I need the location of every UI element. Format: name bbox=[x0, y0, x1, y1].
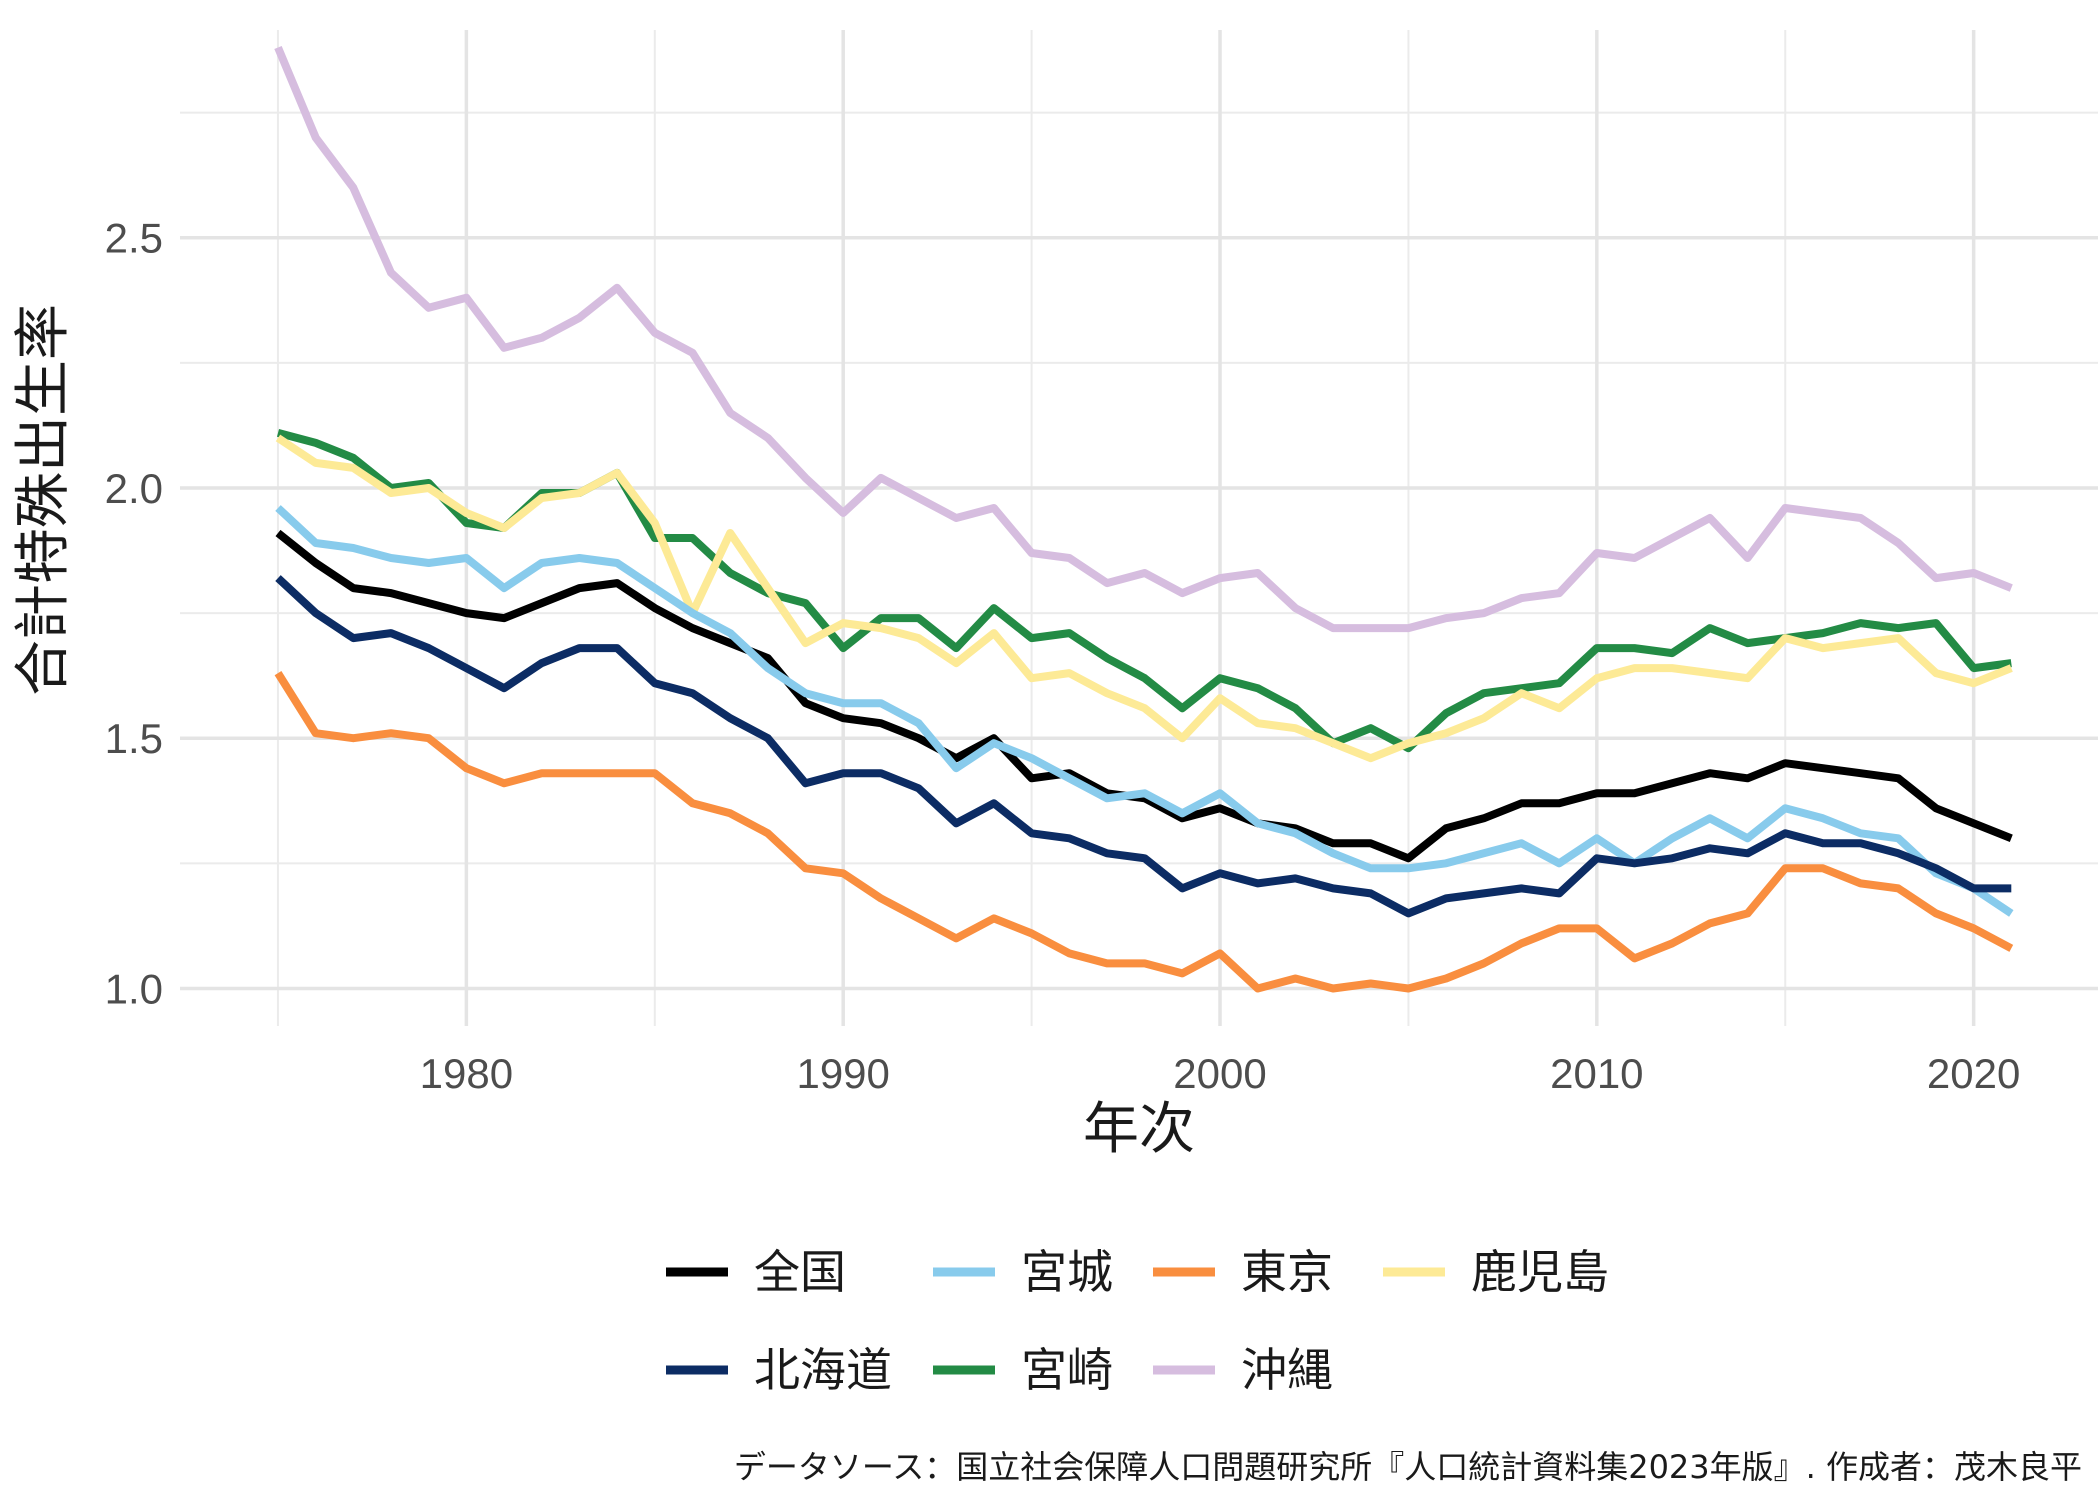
legend-label-宮崎: 宮崎 bbox=[1021, 1343, 1113, 1397]
series-line-宮崎 bbox=[276, 429, 2012, 753]
legend-label-東京: 東京 bbox=[1241, 1245, 1333, 1299]
y-tick-label: 2.5 bbox=[105, 215, 163, 262]
series-line-宮城 bbox=[275, 505, 2014, 917]
y-axis-title: 合計特殊出生率 bbox=[11, 304, 76, 696]
legend-label-沖縄: 沖縄 bbox=[1241, 1343, 1333, 1397]
x-tick-label: 2020 bbox=[1927, 1050, 2020, 1097]
y-axis-ticks: 1.0 1.5 2.0 2.5 bbox=[105, 215, 163, 1013]
series-line-鹿児島 bbox=[275, 434, 2013, 763]
series-line-北海道 bbox=[275, 575, 2012, 918]
legend-label-鹿児島: 鹿児島 bbox=[1471, 1245, 1609, 1299]
x-tick-label: 1980 bbox=[420, 1050, 513, 1097]
caption-source: データソース：国立社会保障人口問題研究所『人口統計資料集2023年版』. 作成者… bbox=[734, 1448, 2082, 1486]
series-line-東京 bbox=[274, 670, 2014, 993]
legend-label-全国: 全国 bbox=[754, 1245, 846, 1299]
x-tick-label: 2000 bbox=[1173, 1050, 1266, 1097]
x-tick-label: 1990 bbox=[796, 1050, 889, 1097]
y-tick-label: 1.5 bbox=[105, 715, 163, 762]
y-tick-label: 2.0 bbox=[105, 465, 163, 512]
grid-lines bbox=[180, 30, 2098, 1026]
series-line-全国 bbox=[275, 529, 2013, 863]
series-lines bbox=[274, 45, 2014, 993]
legend-label-北海道: 北海道 bbox=[754, 1343, 892, 1397]
legend-label-宮城: 宮城 bbox=[1021, 1245, 1113, 1299]
x-axis-ticks: 1980 1990 2000 2010 2020 bbox=[420, 1050, 2021, 1097]
series-line-沖縄 bbox=[274, 45, 2013, 633]
x-axis-title: 年次 bbox=[1083, 1097, 1195, 1162]
x-tick-label: 2010 bbox=[1550, 1050, 1643, 1097]
y-tick-label: 1.0 bbox=[105, 965, 163, 1012]
